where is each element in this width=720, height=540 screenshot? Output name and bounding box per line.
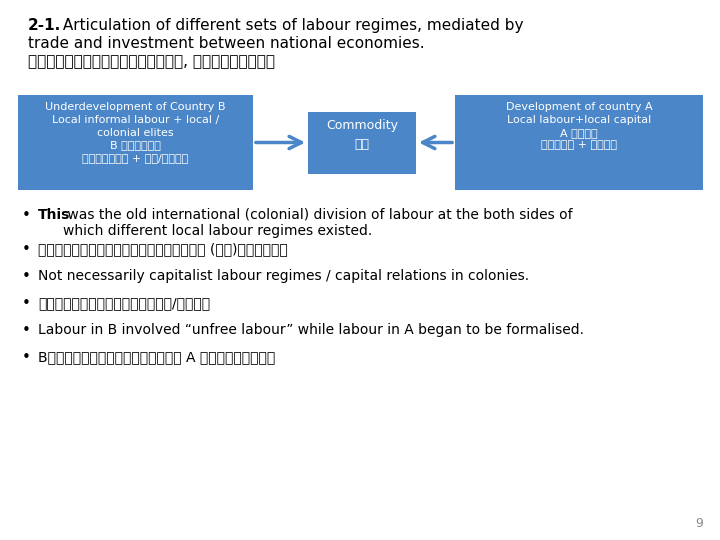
Text: 9: 9 [695, 517, 703, 530]
Text: •: • [22, 269, 31, 284]
Text: Underdevelopment of Country B
Local informal labour + local /
colonial elites
B : Underdevelopment of Country B Local info… [45, 102, 226, 163]
Text: •: • [22, 296, 31, 311]
FancyBboxPatch shape [18, 95, 253, 190]
Text: •: • [22, 350, 31, 365]
Text: Not necessarily capitalist labour regimes / capital relations in colonies.: Not necessarily capitalist labour regime… [38, 269, 529, 283]
Text: •: • [22, 323, 31, 338]
Text: •: • [22, 242, 31, 257]
Text: Labour in B involved “unfree labour” while labour in A began to be formalised.: Labour in B involved “unfree labour” whi… [38, 323, 584, 337]
Text: trade and investment between national economies.: trade and investment between national ec… [28, 36, 425, 51]
Text: 在國家經濟之間的貸易和投資的調解中, 連接不同的勞動制度: 在國家經濟之間的貸易和投資的調解中, 連接不同的勞動制度 [28, 54, 275, 69]
Text: was the old international (colonial) division of labour at the both sides of: was the old international (colonial) div… [63, 208, 572, 222]
Text: Articulation of different sets of labour regimes, mediated by: Articulation of different sets of labour… [58, 18, 523, 33]
FancyBboxPatch shape [455, 95, 703, 190]
Text: 2-1.: 2-1. [28, 18, 61, 33]
Text: •: • [22, 208, 31, 223]
Text: 這是兩種不同地方的勞工制度，在舊有的國際 (殖民)體系中的分工: 這是兩種不同地方的勞工制度，在舊有的國際 (殖民)體系中的分工 [38, 242, 288, 256]
Text: This: This [38, 208, 71, 222]
Text: B國中的勞動涉及「不自由勞動」，而 A 的勞動則步入正規化: B國中的勞動涉及「不自由勞動」，而 A 的勞動則步入正規化 [38, 350, 275, 364]
Text: which different local labour regimes existed.: which different local labour regimes exi… [63, 224, 372, 238]
FancyBboxPatch shape [308, 111, 416, 173]
Text: 不一定是殖民地的資本主義勞工制度/資本關係: 不一定是殖民地的資本主義勞工制度/資本關係 [38, 296, 210, 310]
Text: Development of country A
Local labour+local capital
A 國的發展
當地勞動力 + 當地資本: Development of country A Local labour+lo… [505, 102, 652, 151]
Text: Commodity
商品: Commodity 商品 [326, 119, 398, 151]
